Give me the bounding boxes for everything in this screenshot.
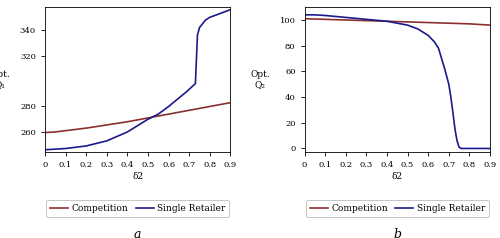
Single Retailer: [196, 26, 202, 29]
Legend: Competition, Single Retailer: Competition, Single Retailer: [46, 200, 229, 217]
Single Retailer: [450, 111, 456, 114]
Competition: [207, 105, 213, 108]
Single Retailer: [452, 128, 458, 131]
Single Retailer: [436, 47, 442, 50]
Competition: [322, 18, 328, 21]
Single Retailer: [432, 40, 438, 43]
Single Retailer: [343, 16, 349, 19]
Single Retailer: [172, 100, 178, 103]
Competition: [166, 113, 172, 115]
Competition: [104, 124, 110, 126]
Competition: [145, 117, 151, 119]
Single Retailer: [364, 18, 370, 21]
Line: Competition: Competition: [45, 103, 230, 133]
Competition: [186, 109, 192, 112]
Text: b: b: [394, 228, 402, 238]
Single Retailer: [446, 83, 452, 86]
Competition: [52, 130, 59, 133]
Competition: [124, 120, 130, 123]
Single Retailer: [228, 8, 234, 11]
Single Retailer: [42, 148, 48, 151]
Single Retailer: [458, 147, 464, 150]
Competition: [42, 131, 48, 134]
Y-axis label: Opt.
Q₁: Opt. Q₁: [0, 70, 10, 89]
Competition: [83, 127, 89, 129]
Competition: [176, 111, 182, 114]
Competition: [487, 24, 493, 27]
Competition: [404, 20, 410, 23]
Single Retailer: [188, 86, 194, 89]
Single Retailer: [462, 147, 468, 150]
Single Retailer: [200, 21, 206, 24]
Line: Competition: Competition: [304, 19, 490, 25]
Single Retailer: [166, 105, 172, 108]
Single Retailer: [217, 12, 223, 15]
Competition: [466, 22, 472, 25]
Single Retailer: [194, 34, 200, 37]
Y-axis label: Opt.
Q₂: Opt. Q₂: [250, 70, 270, 89]
Single Retailer: [404, 24, 410, 27]
Competition: [384, 20, 390, 23]
Single Retailer: [415, 28, 421, 30]
Competition: [343, 19, 349, 21]
Text: a: a: [134, 228, 141, 238]
Competition: [62, 129, 68, 132]
Single Retailer: [184, 90, 190, 93]
Single Retailer: [454, 139, 460, 142]
Single Retailer: [384, 20, 390, 23]
Line: Single Retailer: Single Retailer: [304, 15, 490, 149]
Single Retailer: [62, 147, 68, 150]
Single Retailer: [442, 67, 448, 70]
X-axis label: δ2: δ2: [392, 172, 403, 181]
Single Retailer: [145, 118, 151, 121]
Single Retailer: [425, 34, 431, 37]
Competition: [425, 21, 431, 24]
X-axis label: δ2: δ2: [132, 172, 143, 181]
Competition: [364, 19, 370, 22]
Single Retailer: [456, 146, 462, 149]
Single Retailer: [487, 147, 493, 150]
Single Retailer: [322, 14, 328, 17]
Competition: [196, 107, 202, 110]
Line: Single Retailer: Single Retailer: [45, 10, 230, 150]
Competition: [446, 22, 452, 25]
Legend: Competition, Single Retailer: Competition, Single Retailer: [306, 200, 488, 217]
Single Retailer: [192, 82, 198, 85]
Single Retailer: [448, 96, 454, 99]
Single Retailer: [302, 13, 308, 16]
Single Retailer: [156, 113, 162, 115]
Single Retailer: [178, 95, 184, 98]
Single Retailer: [83, 144, 89, 147]
Single Retailer: [466, 147, 472, 150]
Competition: [302, 17, 308, 20]
Single Retailer: [52, 148, 59, 151]
Single Retailer: [104, 139, 110, 142]
Single Retailer: [460, 147, 466, 150]
Competition: [217, 103, 223, 106]
Competition: [228, 101, 234, 104]
Single Retailer: [202, 19, 208, 21]
Single Retailer: [124, 130, 130, 133]
Single Retailer: [312, 13, 318, 16]
Single Retailer: [207, 16, 213, 19]
